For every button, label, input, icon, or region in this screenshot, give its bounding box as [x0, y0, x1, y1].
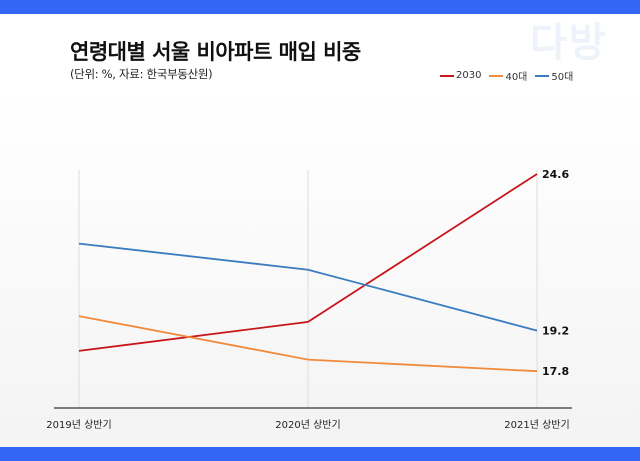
- chart-subtitle: (단위: %, 자료: 한국부동산원): [70, 67, 213, 81]
- bottom-banner: [0, 447, 640, 461]
- top-banner: [0, 0, 640, 14]
- watermark-logo: 다방: [530, 20, 608, 66]
- legend-swatch: [535, 74, 550, 77]
- legend-swatch: [489, 74, 504, 77]
- legend-swatch: [440, 74, 454, 77]
- legend-item-2030: 2030: [440, 70, 481, 81]
- chart-title: 연령대별 서울 비아파트 매입 비중: [70, 40, 361, 64]
- x-tick-label: 2020년 상반기: [275, 419, 340, 431]
- legend-label: 2030: [456, 70, 482, 81]
- legend-item-40s: 40대: [489, 68, 527, 83]
- legend: 2030 40대 50대: [440, 68, 573, 83]
- data-label: 24.6: [542, 168, 569, 181]
- data-label: 17.8: [542, 365, 569, 378]
- x-tick-label: 2021년 상반기: [504, 419, 569, 431]
- x-tick-label: 2019년 상반기: [46, 419, 111, 431]
- data-label: 19.2: [542, 325, 569, 338]
- legend-label: 40대: [505, 72, 528, 83]
- legend-label: 50대: [551, 72, 574, 83]
- legend-item-50s: 50대: [535, 68, 573, 83]
